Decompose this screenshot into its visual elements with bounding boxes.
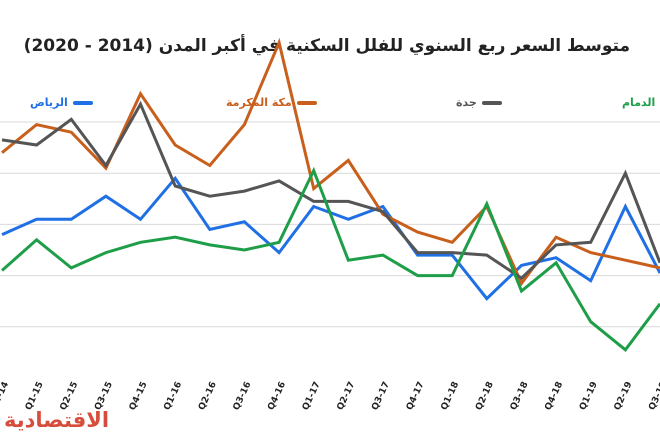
x-tick-label: Q3-19 [647, 380, 660, 412]
x-tick-label: Q1-17 [301, 380, 323, 412]
x-tick-label: Q1-16 [162, 380, 184, 412]
x-tick-label: Q3-17 [370, 380, 392, 412]
legend-label-makkah: مكة المكرمة [226, 96, 292, 109]
x-tick-label: Q2-17 [336, 380, 358, 412]
legend-item-riyadh[interactable]: الرياض [30, 92, 93, 111]
x-tick-label: Q4-17 [405, 380, 427, 412]
chart-title: متوسط السعر ربع السنوي للفلل السكنية في … [23, 36, 630, 56]
x-tick-label: Q2-19 [613, 380, 635, 412]
x-tick-label: Q1-19 [578, 380, 600, 412]
legend-item-dammam[interactable]: الدمام [622, 92, 660, 111]
legend-swatch-makkah [296, 100, 317, 105]
publisher-logo: الاقتصادية [4, 408, 110, 432]
chart-lines [1, 37, 660, 352]
x-tick-label: Q1-18 [439, 380, 461, 412]
series-line-3 [1, 166, 660, 352]
chart-legend: الرياض مكة المكرمة جدة الدمام [0, 92, 660, 112]
x-tick-label: Q4-16 [266, 380, 288, 412]
legend-item-jeddah[interactable]: جدة [456, 92, 502, 111]
x-tick-label: Q2-18 [474, 380, 496, 412]
series-line-2 [1, 100, 660, 281]
x-tick-label: Q3-18 [509, 380, 531, 412]
x-tick-label: Q4-15 [128, 380, 150, 412]
series-line-1 [1, 37, 660, 287]
legend-label-jeddah: جدة [456, 96, 477, 109]
x-tick-label: Q2-16 [197, 380, 219, 412]
chart-grid [0, 121, 660, 328]
legend-item-makkah[interactable]: مكة المكرمة [226, 92, 317, 111]
legend-swatch-jeddah [481, 100, 502, 105]
x-tick-label: Q4-14 [0, 380, 11, 412]
legend-swatch-riyadh [72, 100, 93, 105]
legend-label-riyadh: الرياض [30, 96, 68, 109]
x-tick-label: Q4-18 [543, 380, 565, 412]
x-tick-label: Q3-16 [232, 380, 254, 412]
legend-label-dammam: الدمام [622, 96, 656, 109]
